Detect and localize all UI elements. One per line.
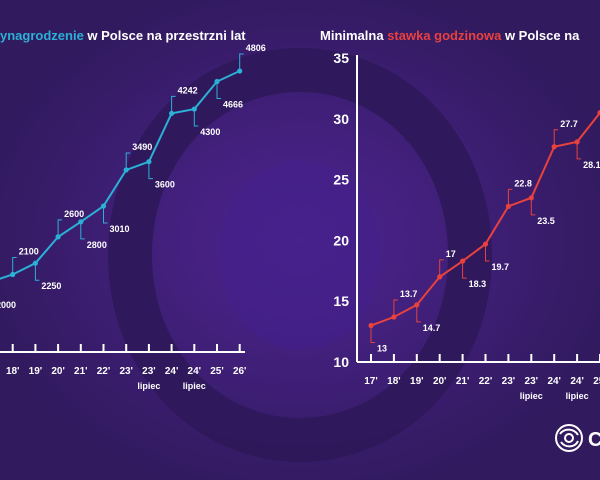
data-label: 4806 — [246, 43, 266, 53]
callout-line — [12, 256, 17, 275]
data-label: 4300 — [200, 127, 220, 137]
callout-line — [216, 81, 221, 100]
callout-line — [485, 244, 490, 262]
x-tick-label: 20' — [433, 376, 447, 387]
data-point — [574, 139, 580, 145]
title-part: ynagrodzenie — [0, 28, 84, 43]
decorative-ring — [107, 47, 493, 463]
title-part: stawka godzinowa — [387, 28, 502, 43]
callout-line — [530, 197, 536, 216]
x-tick-label: 24' — [188, 366, 202, 377]
x-tick-label: 23' — [525, 376, 539, 387]
salary-line-chart: ynagrodzenie w Polsce na przestrzni lat … — [0, 28, 266, 391]
x-tick-label: 21' — [456, 376, 470, 387]
callout-line — [239, 53, 244, 71]
data-label: 22.8 — [514, 178, 532, 188]
x-tick-label: 23' — [502, 376, 516, 387]
y-tick-label: 35 — [333, 50, 349, 66]
title-part: w Polsce na — [501, 28, 580, 43]
data-point — [597, 110, 600, 116]
callout-line — [103, 206, 108, 224]
callout-line — [193, 109, 199, 127]
title-part: w Polsce na przestrzni lat — [84, 28, 246, 43]
data-label: 18.3 — [469, 279, 487, 289]
data-label: 2000 — [0, 300, 16, 310]
data-label: 28.1 — [583, 160, 600, 170]
y-tick-label: 20 — [333, 232, 349, 248]
x-tick-label: 24' — [165, 366, 179, 377]
x-tick-label: 17' — [364, 376, 378, 387]
x-tick-label: 25' — [593, 376, 600, 387]
x-tick-label: 18' — [6, 366, 20, 377]
data-label: 27.7 — [560, 119, 578, 129]
callout-line — [416, 304, 421, 323]
data-label: 23.5 — [537, 216, 555, 226]
callout-line — [80, 221, 85, 240]
x-tick-label: 22' — [479, 376, 493, 387]
data-label: 2600 — [64, 209, 84, 219]
x-tick-sublabel: lipiec — [183, 381, 206, 391]
data-label: 4666 — [223, 100, 243, 110]
x-tick-label: 23' — [142, 366, 156, 377]
chart-title: Minimalna stawka godzinowa w Polsce na — [320, 28, 580, 43]
x-tick-label: 19' — [29, 366, 43, 377]
x-tick-sublabel: lipiec — [520, 391, 543, 401]
x-tick-label: 19' — [410, 376, 424, 387]
callout-line — [370, 325, 375, 344]
callout-line — [393, 299, 398, 318]
callout-line — [439, 259, 444, 277]
callout-line — [507, 188, 513, 207]
y-tick-label: 15 — [333, 293, 349, 309]
data-label: 14.7 — [423, 323, 441, 333]
data-label: 3600 — [155, 180, 175, 190]
x-tick-label: 25' — [210, 366, 224, 377]
brand-logo: C — [555, 424, 600, 452]
data-label: 3010 — [110, 224, 130, 234]
data-label: 3490 — [132, 142, 152, 152]
hourly-rate-line-chart: Minimalna stawka godzinowa w Polsce na 1… — [320, 28, 600, 401]
data-label: 17 — [446, 249, 456, 259]
x-tick-label: 26' — [233, 366, 247, 377]
callout-line — [553, 129, 559, 147]
series-line — [0, 70, 241, 280]
data-point — [146, 159, 152, 165]
decorative-core — [220, 160, 380, 350]
x-tick-sublabel: lipiec — [566, 391, 589, 401]
callout-line — [148, 161, 153, 180]
callout-line — [576, 141, 582, 160]
callout-line — [57, 219, 63, 237]
x-tick-label: 24' — [570, 376, 584, 387]
title-part: Minimalna — [320, 28, 387, 43]
x-tick-label: 22' — [97, 366, 111, 377]
logo-text: C — [588, 429, 600, 451]
callout-line — [462, 261, 467, 279]
callout-line — [34, 263, 40, 281]
data-label: 2100 — [19, 246, 39, 256]
x-tick-label: 18' — [387, 376, 401, 387]
x-tick-label: 24' — [547, 376, 561, 387]
callout-line — [171, 95, 176, 114]
x-tick-label: 23' — [119, 366, 133, 377]
x-tick-sublabel: lipiec — [137, 381, 160, 391]
data-label: 4242 — [178, 85, 198, 95]
callout-line — [125, 152, 131, 170]
data-label: 13.7 — [400, 289, 418, 299]
x-tick-label: 21' — [74, 366, 88, 377]
data-label: 2250 — [41, 281, 61, 291]
swirl-logo-icon — [555, 424, 583, 452]
y-tick-label: 30 — [333, 111, 349, 127]
x-tick-label: 20' — [51, 366, 65, 377]
y-tick-label: 10 — [333, 354, 349, 370]
chart-title: ynagrodzenie w Polsce na przestrzni lat — [0, 28, 246, 43]
data-label: 2800 — [87, 240, 107, 250]
data-label: 19.7 — [492, 262, 510, 272]
y-tick-label: 25 — [333, 172, 349, 188]
data-label: 13 — [377, 344, 387, 354]
